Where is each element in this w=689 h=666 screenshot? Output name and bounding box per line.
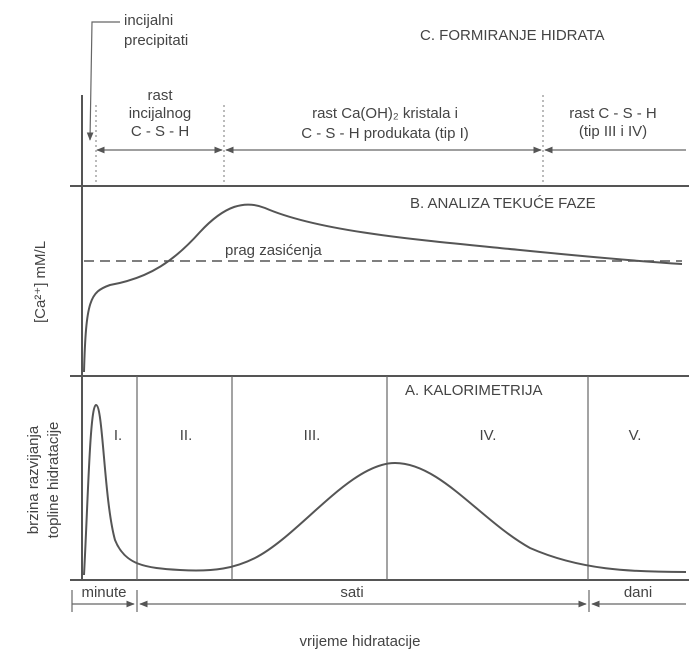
threshold-label: prag zasićenja xyxy=(225,242,322,259)
phase-label: rast Ca(OH)₂ kristala i xyxy=(312,105,458,122)
phase-label: incijalnog xyxy=(129,105,192,122)
time-label: sati xyxy=(340,584,363,601)
concentration-curve xyxy=(83,203,683,373)
y-label: [Ca²⁺] mM/L xyxy=(32,241,49,323)
y-label: topline hidratacije xyxy=(45,422,62,539)
stage-label: IV. xyxy=(480,427,497,444)
stage-label: V. xyxy=(629,427,642,444)
time-label: minute xyxy=(81,584,126,601)
stage-label: III. xyxy=(304,427,321,444)
time-label: dani xyxy=(624,584,652,601)
phase-label: C - S - H produkata (tip I) xyxy=(301,125,469,142)
stage-label: II. xyxy=(180,427,193,444)
stage-dividers xyxy=(136,376,589,580)
section-title: A. KALORIMETRIJA xyxy=(405,382,543,399)
phase-label: C - S - H xyxy=(131,123,189,140)
time-arrows xyxy=(71,590,686,612)
section-title: C. FORMIRANJE HIDRATA xyxy=(420,27,604,44)
heat-curve xyxy=(83,403,687,576)
arrow xyxy=(86,21,120,141)
section-title: B. ANALIZA TEKUĆE FAZE xyxy=(410,195,596,212)
phase-label: rast xyxy=(147,87,173,104)
top-label: incijalni xyxy=(124,12,173,29)
top-label: precipitati xyxy=(124,32,188,49)
phase-arrows xyxy=(95,95,686,186)
phase-label: rast C - S - H xyxy=(569,105,657,122)
stage-label: I. xyxy=(114,427,122,444)
y-label: brzina razvijanja xyxy=(25,425,42,534)
frame xyxy=(70,95,689,581)
x-label: vrijeme hidratacije xyxy=(300,633,421,650)
phase-label: (tip III i IV) xyxy=(579,123,647,140)
